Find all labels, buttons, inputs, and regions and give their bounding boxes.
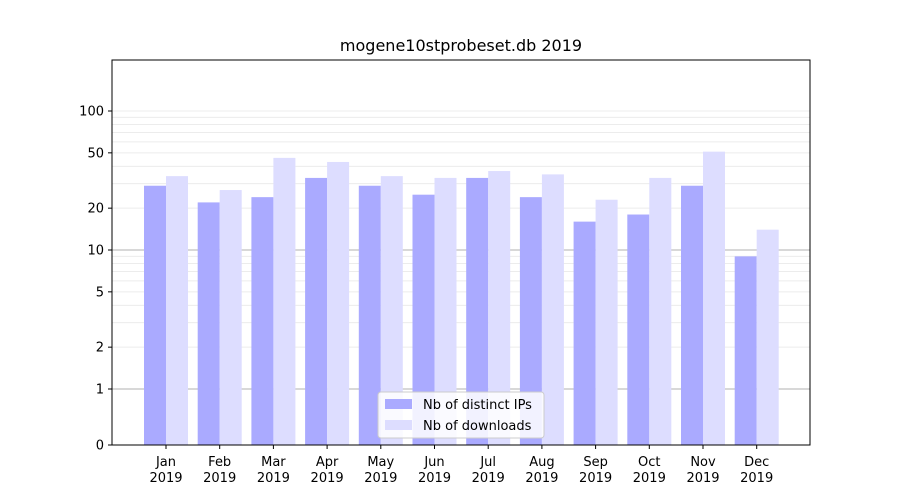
bar-downloads: [703, 151, 725, 445]
bar-distinct-ips: [412, 194, 435, 445]
x-tick-label: Jun 2019: [418, 455, 451, 486]
bar-downloads: [219, 190, 242, 445]
bars: [144, 151, 779, 446]
legend: Nb of distinct IPs Nb of downloads: [377, 391, 545, 439]
bar-downloads: [541, 174, 564, 445]
legend-label: Nb of downloads: [423, 419, 532, 434]
y-tick-label: 10: [87, 244, 104, 259]
bar-distinct-ips: [681, 185, 703, 445]
bar-downloads: [380, 176, 403, 445]
x-tick-label: Apr 2019: [311, 455, 344, 486]
x-tick-label: Aug 2019: [525, 455, 558, 486]
y-tick-label: 2: [96, 341, 104, 356]
bar-downloads: [434, 177, 457, 445]
bar-downloads: [327, 161, 350, 446]
y-tick-label: 20: [87, 202, 104, 217]
x-tick-label: Dec 2019: [740, 455, 773, 486]
x-tick-label: Mar 2019: [257, 455, 290, 486]
y-tick-label: 50: [87, 146, 104, 161]
bar-distinct-ips: [519, 197, 542, 445]
x-tick-label: Jan 2019: [149, 455, 182, 486]
x-axis: Jan 2019 Feb 2019 Mar 2019 Apr 2019 May 2019 Jun 20…: [149, 445, 773, 486]
bar-distinct-ips: [358, 185, 381, 445]
bar-distinct-ips: [251, 197, 274, 445]
x-tick-label: Jul 2019: [472, 455, 505, 486]
bar-distinct-ips: [573, 221, 596, 445]
bar-distinct-ips: [305, 177, 328, 445]
x-tick-label: Oct 2019: [633, 455, 666, 486]
y-tick-label: 100: [79, 105, 104, 120]
y-tick-label: 1: [96, 383, 104, 398]
bar-downloads: [595, 199, 618, 445]
bar-downloads: [488, 171, 511, 445]
bar-distinct-ips: [197, 202, 220, 445]
bar-distinct-ips: [627, 214, 650, 445]
y-axis: 0 1 2 5 10 20 50 100: [79, 105, 112, 454]
bar-downloads: [273, 157, 296, 446]
x-tick-label: Nov 2019: [686, 455, 719, 486]
bar-downloads: [649, 177, 672, 445]
legend-box: [377, 391, 545, 439]
bar-distinct-ips: [144, 185, 166, 445]
bar-downloads: [756, 229, 779, 445]
x-tick-label: Sep 2019: [579, 455, 612, 486]
x-tick-label: Feb 2019: [203, 455, 236, 486]
bar-downloads: [166, 176, 188, 445]
bar-distinct-ips: [466, 177, 489, 445]
chart-title: mogene10stprobeset.db 2019: [340, 36, 582, 55]
legend-swatch: [385, 420, 412, 430]
legend-label: Nb of distinct IPs: [423, 398, 532, 413]
x-tick-label: May 2019: [364, 455, 397, 486]
plot-frame: [111, 59, 811, 446]
y-tick-label: 5: [96, 285, 104, 300]
legend-swatch: [385, 399, 412, 409]
y-tick-label: 0: [96, 439, 104, 454]
bar-distinct-ips: [734, 256, 757, 445]
